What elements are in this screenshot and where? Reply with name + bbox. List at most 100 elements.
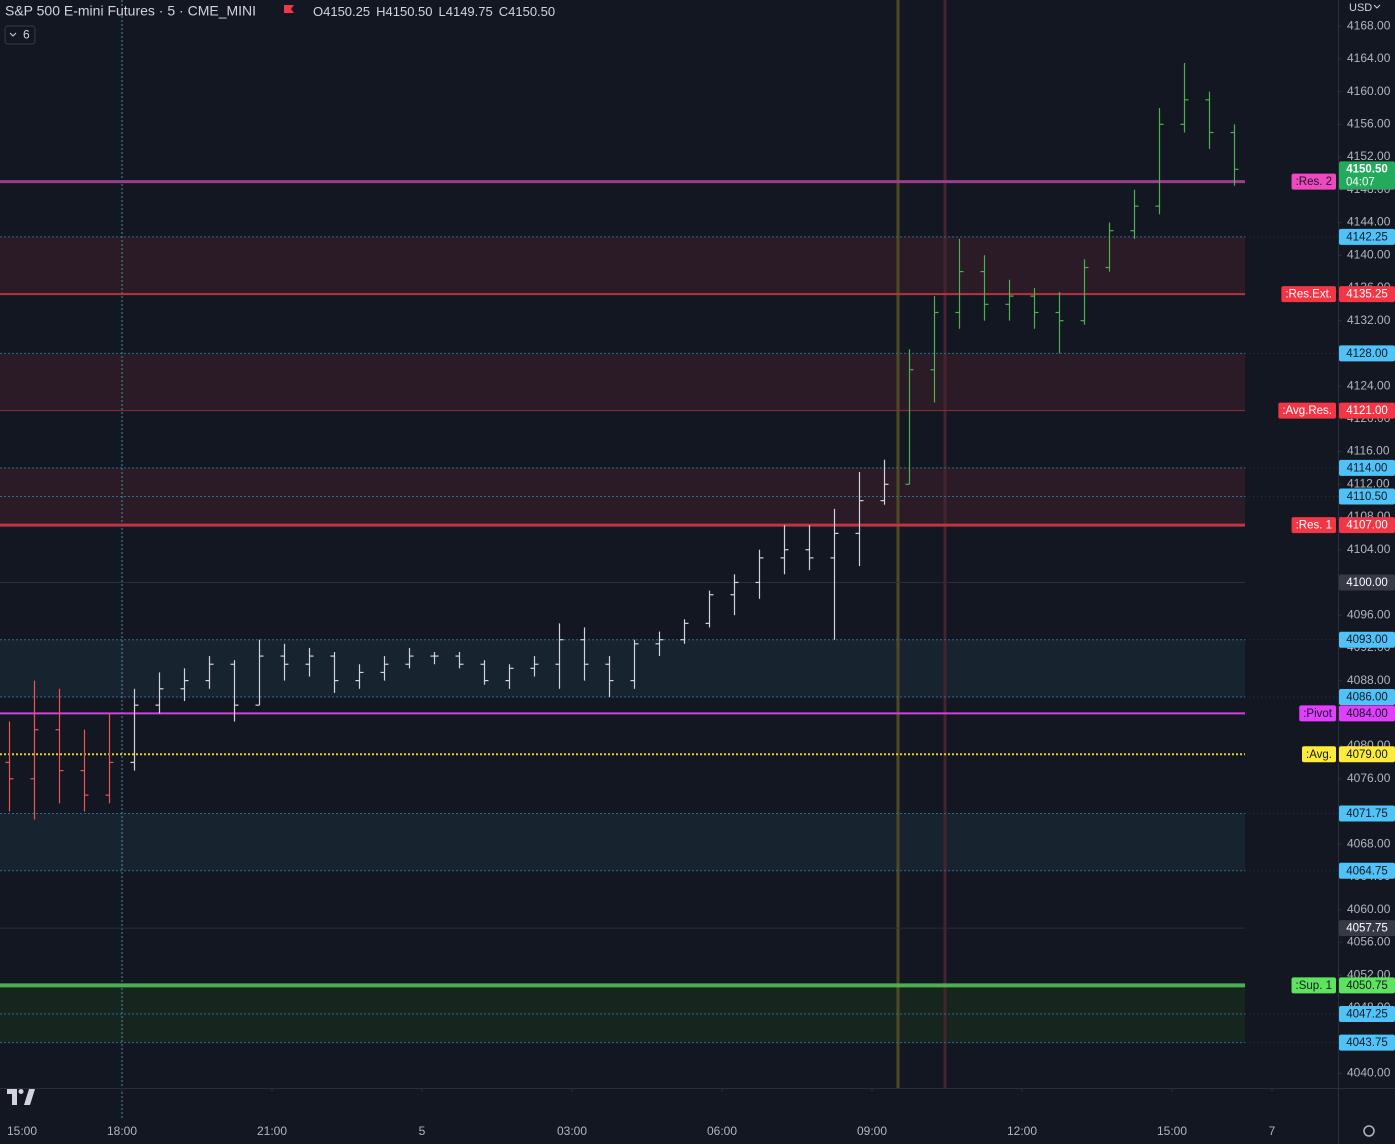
level-name-label-bg: [1291, 173, 1336, 190]
x-tick-label: 21:00: [257, 1124, 287, 1138]
x-tick-label: 18:00: [107, 1124, 137, 1138]
settings-icon[interactable]: [1363, 1125, 1375, 1137]
y-tick-label: 4068.00: [1347, 836, 1391, 850]
level-price-label-bg: [1339, 1005, 1395, 1022]
y-tick-label: 4156.00: [1347, 117, 1391, 131]
ohlc-value: O4150.25: [313, 4, 370, 19]
y-tick-label: 4160.00: [1347, 84, 1391, 98]
level-name-label-bg: [1278, 402, 1336, 419]
level-name-label: :Res. 1: [1296, 520, 1332, 532]
y-tick-label: 4112.00: [1347, 476, 1390, 490]
level-price-label-bg: [1339, 517, 1395, 534]
chevron: [1373, 4, 1381, 9]
level-price-label-bg: [1339, 459, 1395, 476]
level-name-label-bg: [1302, 746, 1336, 763]
indicator-toggle[interactable]: [4, 25, 36, 45]
zone: [0, 813, 1245, 871]
zone: [0, 639, 1245, 697]
level-price-label: 4079.00: [1346, 749, 1388, 761]
level-price-label: 4084.00: [1346, 708, 1388, 720]
level-price-label: 4064.75: [1346, 865, 1388, 877]
level-price-label-bg: [1339, 631, 1395, 648]
y-tick-label: 4116.00: [1347, 444, 1390, 458]
level-name-label: :Res. 2: [1296, 176, 1332, 188]
zone: [0, 985, 1245, 1043]
level-name-label: :Avg.: [1306, 749, 1332, 761]
currency[interactable]: USD: [1349, 2, 1372, 14]
indicator-count: 6: [23, 28, 30, 42]
level-price-label-bg: [1339, 286, 1395, 303]
last-price-label: 4150.50: [1346, 163, 1388, 175]
level-price-label: 4086.00: [1346, 692, 1388, 704]
level-price-label-bg: [1339, 688, 1395, 705]
x-tick-label: 09:00: [857, 1124, 887, 1138]
zone: [0, 353, 1245, 411]
y-tick-label: 4076.00: [1347, 771, 1391, 785]
gear[interactable]: [1363, 1125, 1375, 1137]
level-price-label-bg: [1339, 228, 1395, 245]
level-price-label: 4128.00: [1346, 348, 1388, 360]
ohlc-header: O4150.25 H4150.50 L4149.75 C4150.50: [313, 4, 555, 19]
level-name-label: :Pivot: [1303, 708, 1333, 720]
level-name-label-bg: [1291, 977, 1336, 994]
y-tick-label: 4164.00: [1347, 51, 1391, 65]
level-price-label: 4114.00: [1347, 462, 1388, 474]
level-price-label: 4100.00: [1346, 577, 1388, 589]
level-price-label-bg: [1339, 705, 1395, 722]
y-tick-label: 4124.00: [1347, 378, 1391, 392]
x-tick-label: 7: [1269, 1124, 1276, 1138]
y-tick-label: 4104.00: [1347, 542, 1391, 556]
x-tick-label: 06:00: [707, 1124, 737, 1138]
y-tick-label: 4056.00: [1347, 935, 1391, 949]
y-tick-label: 4152.00: [1347, 149, 1391, 163]
y-tick-label: 4132.00: [1347, 313, 1391, 327]
last-price-bg: [1339, 161, 1395, 190]
level-price-label-bg: [1339, 805, 1395, 822]
x-tick-label: 12:00: [1007, 1124, 1037, 1138]
level-price-label: 4071.75: [1346, 808, 1388, 820]
zone: [0, 236, 1245, 295]
level-price-label-bg: [1339, 402, 1395, 419]
ohlc-value: L4149.75: [439, 4, 493, 19]
tv-logo: [7, 1088, 35, 1105]
chevron: [9, 32, 17, 37]
level-price-label-bg: [1339, 746, 1395, 763]
level-price-label-bg: [1339, 345, 1395, 362]
level-name-label-bg: [1299, 705, 1336, 722]
level-price-label: 4057.75: [1346, 923, 1388, 935]
level-price-label: 4093.00: [1346, 634, 1388, 646]
level-name-label-bg: [1281, 286, 1336, 303]
ohlc-value: H4150.50: [376, 4, 432, 19]
price-badges: 4142.25 4128.00 4114.00 4110.50 4093.00 4086.…: [1278, 161, 1395, 1051]
level-price-label-bg: [1339, 1034, 1395, 1051]
y-tick-label: 4168.00: [1347, 18, 1391, 32]
x-tick-label: 15:00: [7, 1124, 37, 1138]
y-tick-label: 4040.00: [1347, 1065, 1391, 1079]
ohlc-value: C4150.50: [499, 4, 555, 19]
level-price-label: 4135.25: [1346, 289, 1388, 301]
level-price-label-bg: [1339, 862, 1395, 879]
level-price-label: 4043.75: [1346, 1037, 1388, 1049]
level-price-label: 4047.25: [1346, 1008, 1388, 1020]
symbol-title[interactable]: S&P 500 E-mini Futures · 5 · CME_MINI: [5, 3, 256, 19]
y-tick-label: 4140.00: [1347, 247, 1391, 261]
flag-icon[interactable]: [284, 5, 294, 13]
level-price-label-bg: [1339, 977, 1395, 994]
level-price-label-bg: [1339, 920, 1395, 937]
x-tick-label: 5: [419, 1124, 426, 1138]
level-price-label-bg: [1339, 574, 1395, 591]
level-price-label-bg: [1339, 488, 1395, 505]
plot-area: [0, 0, 1338, 1118]
y-tick-label: 4060.00: [1347, 902, 1391, 916]
level-price-label: 4121.00: [1346, 405, 1388, 417]
level-name-label: :Sup. 1: [1296, 980, 1332, 992]
y-tick-label: 4088.00: [1347, 673, 1391, 687]
level-price-label: 4110.50: [1347, 491, 1388, 503]
level-name-label-bg: [1291, 517, 1336, 534]
level-price-label: 4107.00: [1346, 520, 1388, 532]
y-tick-label: 4096.00: [1347, 607, 1391, 621]
level-name-label: :Avg.Res.: [1282, 405, 1332, 417]
y-tick-label: 4144.00: [1347, 215, 1391, 229]
